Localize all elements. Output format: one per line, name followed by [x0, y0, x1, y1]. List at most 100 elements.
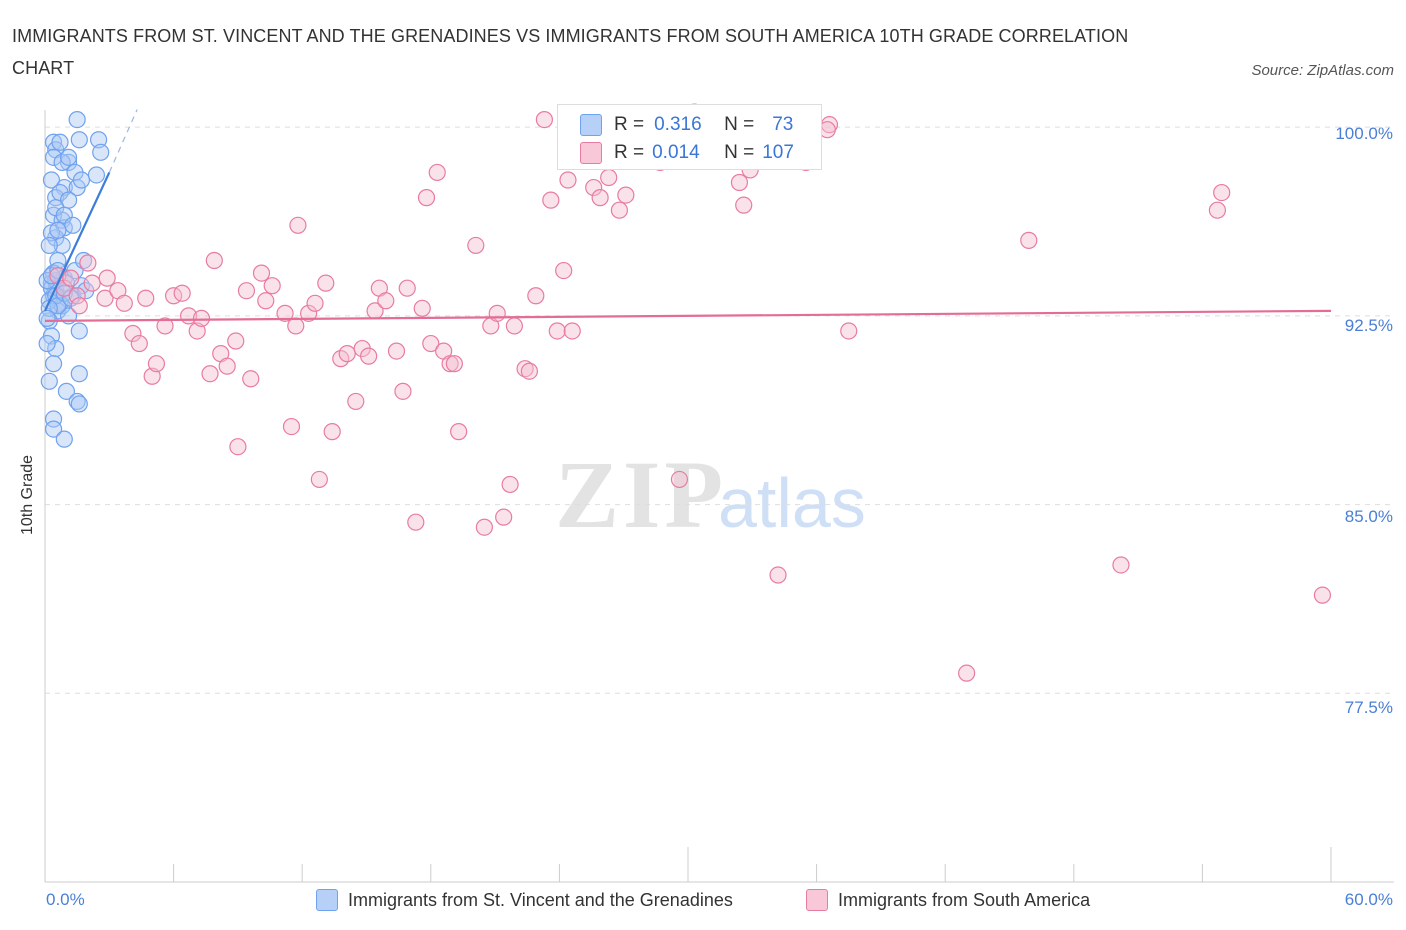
series-1-point	[64, 216, 82, 234]
series-1-point	[40, 236, 58, 255]
series-2-point	[310, 470, 328, 489]
series-1-point	[47, 339, 65, 358]
n-value-1: 73	[772, 114, 794, 135]
series-2-point	[398, 279, 416, 297]
series-1-point	[68, 392, 86, 411]
series-2-point	[173, 284, 191, 302]
series-2-point	[98, 269, 116, 287]
series-1-point	[92, 143, 110, 161]
series-1-point	[38, 334, 56, 353]
series-2-point	[147, 355, 166, 373]
series-2-point	[422, 334, 440, 353]
swatch-series-1	[580, 114, 602, 136]
series-1-point	[68, 111, 86, 129]
series-2-point	[617, 186, 635, 204]
series-2-point	[124, 324, 142, 343]
y-tick-label-92-5: 92.5%	[1344, 316, 1393, 335]
series-2-point	[387, 342, 406, 360]
series-2-point	[591, 189, 609, 207]
watermark-zip: ZIP	[555, 441, 727, 548]
series-1-point	[70, 365, 88, 383]
series-2-point	[394, 382, 412, 400]
series-2-point	[360, 347, 378, 365]
series-2-point	[377, 292, 395, 310]
series-2-point	[488, 304, 506, 322]
series-2-point	[242, 370, 260, 388]
series-2-point	[555, 261, 573, 280]
series-2-point	[276, 304, 294, 322]
series-2-point	[300, 304, 318, 322]
series-2-point	[287, 317, 305, 335]
series-2-point	[535, 111, 553, 129]
series-1-point	[55, 430, 73, 448]
series-2-point	[338, 345, 356, 363]
series-2-point	[192, 309, 211, 327]
series-2-point	[1213, 183, 1231, 202]
r-value-1: 0.316	[654, 114, 702, 135]
series-1-point	[72, 171, 91, 189]
series-2-point	[70, 297, 88, 315]
series-1-point	[59, 153, 78, 171]
series-2-point	[205, 251, 223, 270]
series-2-point	[229, 438, 247, 456]
legend-swatch-series-1	[316, 889, 338, 911]
series-1-point	[59, 148, 78, 166]
legend-swatch-series-2	[806, 889, 828, 911]
trend-line-series-2	[44, 309, 1332, 323]
series-2-point	[130, 334, 148, 353]
series-2-point	[218, 357, 236, 375]
x-tick-label-max: 60.0%	[1344, 890, 1393, 909]
series-1-point	[44, 355, 63, 373]
series-2-point	[445, 355, 463, 373]
n-label-2: N =	[724, 142, 755, 163]
series-1-point	[89, 131, 108, 149]
series-2-point	[83, 274, 101, 292]
legend-item-series-2: Immigrants from South America	[806, 889, 1090, 911]
series-2-point	[501, 475, 519, 494]
series-2-point	[559, 171, 577, 189]
series-2-point	[237, 282, 256, 300]
series-1-point	[49, 221, 67, 239]
series-2-point	[1020, 231, 1038, 249]
series-2-point	[450, 423, 468, 441]
series-2-point	[475, 518, 493, 536]
y-tick-label-85: 85.0%	[1344, 507, 1393, 526]
n-value-2: 107	[762, 142, 794, 163]
r-label-1: R =	[614, 114, 645, 135]
series-2-point	[441, 355, 459, 373]
series-1-point	[51, 133, 69, 151]
source-label: Source: ZipAtlas.com	[1251, 62, 1394, 79]
stats-row-series-2: R = 0.014 N = 107	[580, 139, 794, 167]
series-1-point	[44, 410, 63, 428]
series-2-point	[115, 294, 133, 312]
series-1-point	[38, 309, 56, 327]
trend-extension-series-1	[108, 109, 138, 173]
series-2-point	[227, 332, 245, 350]
series-2-point	[428, 163, 446, 182]
series-2-point	[730, 173, 749, 192]
swatch-series-2	[580, 142, 602, 164]
series-2-point	[769, 566, 787, 584]
legend-label-series-1: Immigrants from St. Vincent and the Gren…	[348, 889, 733, 910]
series-2-point	[1208, 201, 1227, 219]
series-2-point	[1112, 556, 1130, 574]
series-1-point	[70, 395, 88, 413]
series-2-point	[495, 508, 513, 526]
series-1-point	[44, 420, 63, 438]
series-2-point	[407, 513, 425, 531]
series-2-point	[96, 289, 114, 307]
series-1-point	[40, 372, 58, 390]
r-value-2: 0.014	[652, 142, 700, 163]
series-2-point	[527, 287, 545, 305]
series-2-point	[68, 287, 86, 305]
series-2-point	[79, 254, 97, 272]
series-2-point	[306, 294, 324, 312]
stats-box: R = 0.316 N = 73 R = 0.014 N = 107	[557, 104, 822, 170]
series-2-point	[252, 264, 271, 282]
series-2-point	[317, 274, 335, 292]
r-label-2: R =	[614, 142, 645, 163]
series-2-point	[137, 289, 155, 307]
series-2-point	[282, 417, 301, 436]
series-2-point	[520, 362, 538, 380]
series-2-point	[1313, 586, 1332, 604]
